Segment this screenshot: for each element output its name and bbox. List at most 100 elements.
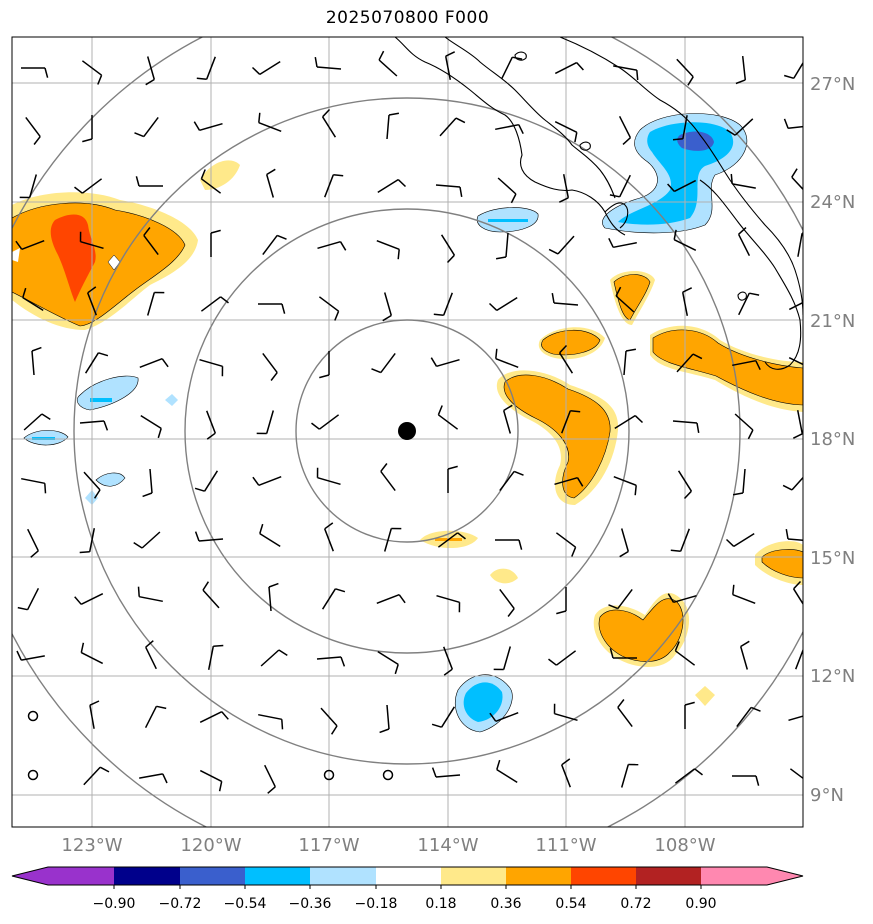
wind-barb-feather: [732, 584, 735, 595]
colorbar-tick-label: −0.36: [289, 896, 332, 912]
lon-label: 108°W: [654, 835, 715, 856]
wind-barb-staff: [259, 60, 281, 76]
wind-barb-staff: [200, 296, 222, 312]
wind-barb-staff: [732, 593, 756, 605]
wind-barb-staff: [437, 414, 459, 430]
colorbar: −0.90 −0.72 −0.54 −0.36 −0.18 0.18 0.36 …: [11, 866, 804, 912]
wind-barb-staff: [732, 359, 756, 367]
wind-barb-staff: [444, 56, 452, 80]
wind-barb-feather: [749, 292, 760, 296]
wind-barb-feather: [15, 240, 23, 250]
wind-barb-feather: [266, 168, 276, 176]
wind-barb-staff: [672, 420, 698, 424]
wind-barb-feather: [684, 701, 695, 706]
wind-barb-feather: [267, 786, 276, 794]
wind-barb-feather: [446, 254, 455, 264]
wind-barb-feather: [445, 51, 456, 57]
wind-barb-feather: [333, 174, 344, 177]
wind-barb-feather: [809, 368, 811, 378]
lat-label: 12°N: [810, 666, 855, 687]
wind-barb-feather: [559, 344, 568, 354]
wind-barb-feather: [322, 108, 331, 118]
wind-barb-staff: [262, 352, 278, 374]
wind-barb-staff: [321, 588, 337, 610]
wind-barb-feather: [270, 372, 278, 381]
wind-barb-feather: [33, 136, 41, 145]
wind-barb-feather: [16, 650, 22, 661]
wind-barb-staff: [736, 706, 752, 728]
wind-barb-staff: [205, 56, 217, 80]
wind-barb-feather: [99, 766, 110, 773]
wind-barb-feather: [574, 132, 578, 143]
wind-barb-staff: [618, 115, 632, 139]
wind-barb-feather: [339, 241, 347, 251]
wind-barb-feather: [726, 129, 736, 136]
wind-barb-feather: [622, 137, 631, 145]
wind-barb-staff: [139, 357, 163, 369]
wind-barb-staff: [436, 358, 460, 368]
wind-barb-staff: [437, 532, 459, 548]
wind-barb-feather: [571, 546, 577, 557]
wind-barb-staff: [321, 116, 337, 138]
wind-barb-staff: [383, 292, 393, 316]
wind-barb-feather: [692, 353, 703, 360]
wind-barb-staff: [202, 589, 220, 609]
wind-barb-staff: [682, 115, 688, 139]
wind-barb-feather: [617, 699, 625, 708]
wind-barb-staff: [316, 656, 342, 660]
wind-barb-feather: [196, 77, 207, 80]
wind-barb-feather: [161, 358, 169, 368]
wind-barb-feather: [747, 429, 754, 440]
wind-barb-feather: [156, 705, 167, 710]
wind-barb-feather: [74, 186, 83, 194]
wind-barb-staff: [265, 410, 275, 434]
wind-barb-feather: [793, 580, 802, 590]
wind-barb-feather: [496, 759, 501, 770]
wind-barb-staff: [317, 476, 341, 486]
colorbar-segment: [506, 867, 571, 885]
wind-barb-feather: [41, 413, 51, 421]
colorbar-outline: [11, 866, 804, 886]
wind-barb-staff: [741, 56, 747, 80]
wind-barb-feather: [804, 647, 814, 648]
wind-barb-feather: [133, 541, 143, 549]
wind-barb-staff: [499, 470, 515, 492]
wind-barb-staff: [613, 65, 637, 71]
wind-barb-feather: [397, 249, 400, 260]
map-frame: [11, 36, 804, 828]
wind-barb-staff: [677, 470, 693, 492]
wind-barb-staff: [139, 773, 163, 779]
wind-barb-staff: [788, 301, 803, 311]
wind-barb-feather: [80, 642, 85, 653]
wind-barb-staff: [617, 706, 633, 728]
wind-barb-staff: [554, 712, 578, 722]
wind-barb-staff: [502, 410, 512, 434]
wind-barb-staff: [499, 588, 515, 610]
wind-barb-feather: [738, 227, 747, 235]
wind-barb-staff: [143, 234, 159, 256]
wind-barb-staff: [674, 650, 696, 666]
wind-barb-feather: [340, 656, 346, 667]
wind-barb-staff: [320, 707, 338, 727]
wind-barb-feather: [674, 641, 680, 652]
wind-barb-staff: [442, 646, 454, 670]
map-content: [12, 37, 814, 827]
wind-barb-staff: [31, 350, 35, 376]
colorbar-tick-label: 0.36: [490, 896, 521, 912]
wind-barb-feather: [103, 420, 109, 431]
wind-barb-staff: [145, 646, 157, 670]
wind-barb-feather: [319, 374, 330, 379]
wind-barb-feather: [755, 775, 760, 786]
wind-barb-staff: [497, 177, 517, 195]
wind-barb-staff: [380, 470, 396, 492]
wind-barb-feather: [281, 303, 286, 314]
wind-barb-feather: [551, 292, 555, 304]
wind-barb-staff: [557, 235, 575, 255]
lat-label: 9°N: [810, 785, 844, 806]
wind-barb-staff: [734, 413, 754, 431]
wind-barb-staff: [205, 410, 217, 434]
wind-barb-feather: [495, 256, 507, 260]
wind-barb-staff: [81, 178, 103, 194]
wind-barb-feather: [634, 485, 637, 496]
wind-barb-staff: [386, 704, 390, 730]
